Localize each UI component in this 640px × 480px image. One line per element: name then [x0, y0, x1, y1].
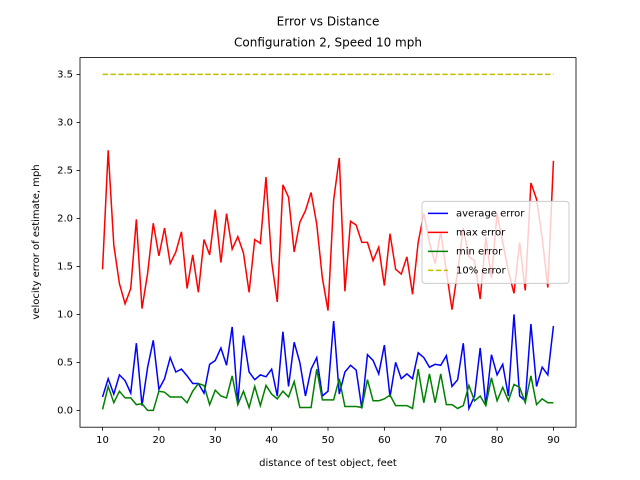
x-tick-label: 40 — [265, 435, 278, 446]
data-line — [101, 368, 554, 412]
x-tick-label: 10 — [96, 435, 109, 446]
x-tick-label: 90 — [547, 435, 560, 446]
y-tick-label: 2.5 — [57, 165, 73, 176]
chart-subtitle: Configuration 2, Speed 10 mph — [234, 36, 422, 50]
plot-frame — [79, 57, 577, 428]
x-tick-label: 50 — [322, 435, 335, 446]
y-tick-label: 1.0 — [57, 309, 73, 320]
legend-label: min error — [456, 246, 503, 257]
legend-label: 10% error — [456, 265, 507, 276]
legend-label: average error — [456, 208, 525, 219]
y-tick-label: 2.0 — [57, 213, 73, 224]
legend: average error max error min error 10% error — [421, 200, 570, 284]
x-tick-label: 70 — [434, 435, 447, 446]
x-tick-label: 80 — [491, 435, 504, 446]
y-tick-label: 1.5 — [57, 261, 73, 272]
x-axis-label: distance of test object, feet — [259, 458, 397, 469]
y-tick-label: 3.0 — [57, 117, 73, 128]
x-tick-label: 60 — [378, 435, 391, 446]
data-line — [101, 150, 555, 311]
chart-title: Error vs Distance — [277, 15, 380, 29]
data-line — [101, 314, 555, 412]
x-tick-label: 30 — [209, 435, 222, 446]
y-tick-label: 0.0 — [57, 405, 73, 416]
y-tick-label: 0.5 — [57, 357, 73, 368]
legend-box — [421, 200, 570, 284]
y-tick-label: 3.5 — [57, 69, 73, 80]
x-tick-label: 20 — [153, 435, 166, 446]
y-axis-label: velocity error of estimate, mph — [31, 164, 42, 319]
legend-label: max error — [456, 227, 506, 238]
